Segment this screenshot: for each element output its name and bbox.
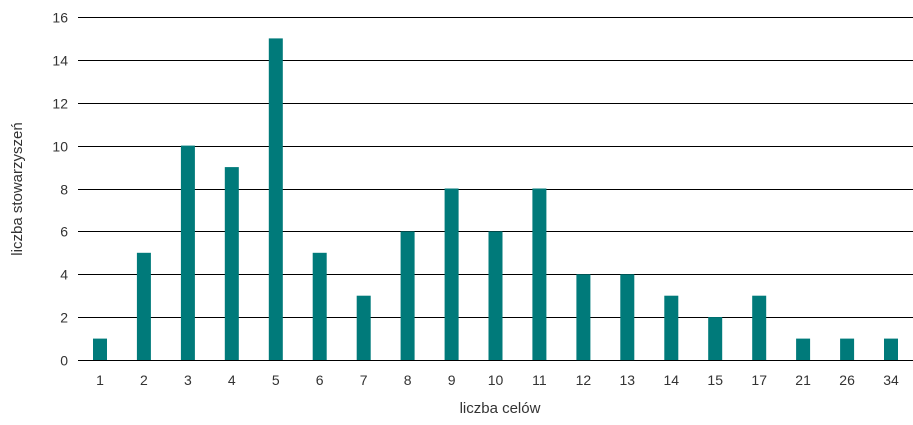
- bar: [708, 317, 723, 360]
- x-axis-title: liczba celów: [460, 400, 541, 417]
- bars: [93, 38, 898, 361]
- x-tick-label: 15: [707, 372, 723, 388]
- y-axis-title: liczba stowarzyszeń: [9, 122, 26, 255]
- x-tick-label: 10: [488, 372, 504, 388]
- x-tick-label: 14: [664, 372, 680, 388]
- x-tick-label: 26: [839, 372, 855, 388]
- y-tick-label: 4: [60, 267, 68, 283]
- bar: [664, 295, 679, 360]
- bar: [752, 295, 767, 360]
- bar: [576, 274, 591, 361]
- y-tick-label: 14: [52, 53, 68, 69]
- y-tick-label: 12: [52, 96, 68, 112]
- bar: [312, 252, 327, 360]
- x-tick-label: 21: [795, 372, 811, 388]
- bar: [444, 188, 459, 360]
- x-tick-labels: 1 2 3 4 5 6 7 8 9 10 11 12 13 14 15 17 21 26 34: [96, 372, 899, 388]
- bar: [400, 231, 415, 360]
- x-tick-label: 7: [360, 372, 368, 388]
- bar: [620, 274, 635, 361]
- y-tick-label: 0: [60, 353, 68, 369]
- x-tick-label: 6: [316, 372, 324, 388]
- x-tick-label: 17: [751, 372, 767, 388]
- x-tick-label: 5: [272, 372, 280, 388]
- x-tick-label: 13: [620, 372, 636, 388]
- bar: [136, 252, 151, 360]
- x-tick-label: 9: [448, 372, 456, 388]
- y-tick-label: 16: [52, 10, 68, 26]
- x-tick-label: 8: [404, 372, 412, 388]
- bar: [268, 38, 283, 361]
- bar: [884, 338, 898, 360]
- bar: [532, 188, 547, 360]
- x-tick-label: 34: [883, 372, 899, 388]
- x-tick-label: 2: [140, 372, 148, 388]
- gridlines: [78, 17, 913, 361]
- x-tick-label: 11: [532, 372, 547, 388]
- bar: [180, 145, 195, 360]
- x-tick-label: 12: [576, 372, 592, 388]
- bar: [356, 295, 371, 360]
- bar: [224, 167, 239, 360]
- y-tick-label: 8: [60, 182, 68, 198]
- bar: [93, 338, 107, 360]
- x-tick-label: 4: [228, 372, 236, 388]
- bar: [796, 338, 811, 360]
- x-tick-label: 1: [96, 372, 104, 388]
- bar: [840, 338, 855, 360]
- y-tick-labels: 0 2 4 6 8 10 12 14 16: [52, 10, 68, 369]
- y-tick-label: 10: [52, 139, 68, 155]
- bar: [488, 231, 503, 360]
- x-tick-label: 3: [184, 372, 192, 388]
- y-tick-label: 6: [60, 224, 68, 240]
- y-tick-label: 2: [60, 310, 68, 326]
